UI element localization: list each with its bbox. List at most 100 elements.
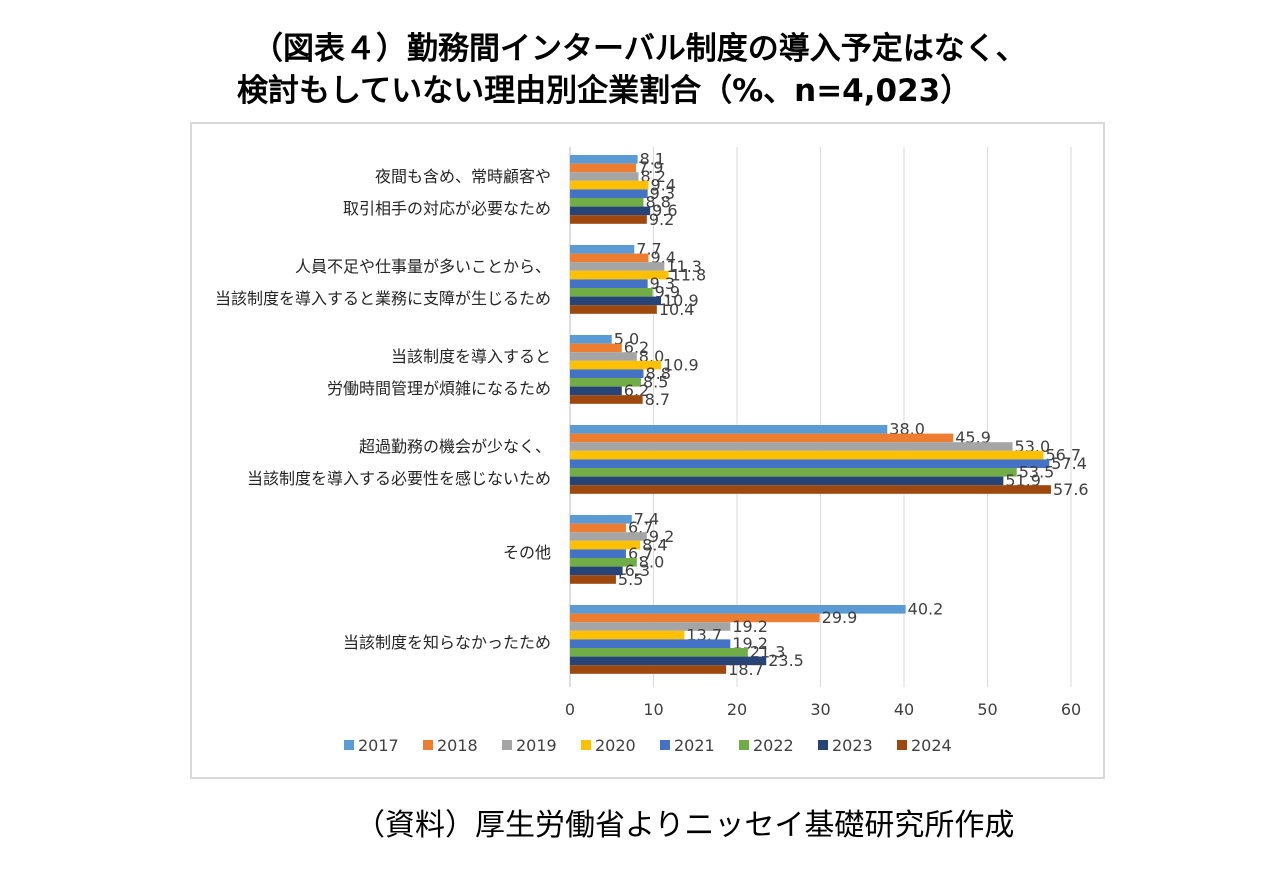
data-label: 9.4 bbox=[650, 175, 675, 194]
bar bbox=[570, 433, 954, 443]
bar bbox=[570, 532, 647, 541]
data-label: 53.5 bbox=[1019, 463, 1055, 482]
data-label: 18.7 bbox=[728, 660, 764, 679]
legend-swatch bbox=[660, 740, 670, 750]
x-tick-label: 20 bbox=[727, 700, 747, 719]
bar bbox=[570, 262, 665, 271]
x-tick-label: 50 bbox=[977, 700, 997, 719]
legend-label: 2018 bbox=[437, 736, 478, 755]
legend-label: 2021 bbox=[674, 736, 715, 755]
legend-label: 2022 bbox=[753, 736, 794, 755]
bar bbox=[570, 352, 637, 361]
bar bbox=[570, 253, 649, 263]
data-label: 8.5 bbox=[643, 373, 668, 392]
data-label: 9.2 bbox=[649, 527, 674, 546]
legend-label: 2017 bbox=[358, 736, 399, 755]
bar bbox=[570, 459, 1050, 468]
data-label: 7.9 bbox=[638, 158, 663, 177]
legend-swatch bbox=[897, 740, 907, 750]
category-label: その他 bbox=[503, 543, 551, 562]
bar bbox=[570, 549, 626, 558]
bar bbox=[570, 189, 648, 198]
data-label: 40.2 bbox=[908, 600, 944, 619]
x-tick-label: 0 bbox=[565, 700, 575, 719]
category-label: 当該制度を導入すると業務に支障が生じるため bbox=[215, 289, 551, 308]
bar bbox=[570, 180, 649, 190]
chart-frame bbox=[190, 122, 1105, 779]
data-label: 8.1 bbox=[640, 150, 665, 169]
bar bbox=[570, 288, 653, 297]
bar bbox=[570, 172, 639, 181]
legend-swatch bbox=[739, 740, 749, 750]
bar bbox=[570, 468, 1017, 477]
data-label: 8.8 bbox=[645, 193, 670, 212]
bar bbox=[570, 485, 1051, 494]
data-label: 10.4 bbox=[659, 300, 695, 319]
x-tick-label: 40 bbox=[894, 700, 914, 719]
legend-label: 2019 bbox=[516, 736, 557, 755]
data-label: 11.3 bbox=[666, 257, 702, 276]
data-label: 9.2 bbox=[649, 210, 674, 229]
data-label: 8.0 bbox=[639, 553, 664, 572]
bar bbox=[570, 296, 662, 306]
legend-label: 2020 bbox=[595, 736, 636, 755]
bar bbox=[570, 198, 644, 207]
data-label: 11.8 bbox=[671, 265, 707, 284]
bar bbox=[570, 613, 820, 623]
data-label: 57.4 bbox=[1051, 454, 1087, 473]
bar bbox=[570, 639, 731, 648]
x-tick-label: 30 bbox=[810, 700, 830, 719]
bar bbox=[570, 575, 616, 584]
bar bbox=[570, 523, 626, 533]
bar bbox=[570, 378, 641, 387]
bar bbox=[570, 656, 767, 666]
bar bbox=[570, 343, 622, 353]
bar bbox=[570, 279, 648, 288]
category-label: 取引相手の対応が必要なため bbox=[343, 199, 551, 218]
data-label: 10.9 bbox=[663, 291, 699, 310]
bar bbox=[570, 622, 731, 631]
bar bbox=[570, 450, 1044, 460]
x-tick-label: 10 bbox=[643, 700, 663, 719]
bar bbox=[570, 245, 635, 254]
bar bbox=[570, 335, 612, 344]
bar bbox=[570, 605, 906, 614]
bar bbox=[570, 558, 637, 567]
bar bbox=[570, 665, 727, 674]
legend-label: 2023 bbox=[832, 736, 873, 755]
legend-swatch bbox=[581, 740, 591, 750]
x-tick-label: 60 bbox=[1061, 700, 1081, 719]
bar bbox=[570, 395, 643, 404]
data-label: 57.6 bbox=[1053, 480, 1089, 499]
data-label: 9.3 bbox=[650, 184, 675, 203]
bar bbox=[570, 386, 622, 396]
category-label: 夜間も含め、常時顧客や bbox=[375, 167, 551, 186]
bar bbox=[570, 630, 685, 640]
legend-swatch bbox=[502, 740, 512, 750]
category-label: 当該制度を知らなかったため bbox=[343, 633, 551, 652]
legend-swatch bbox=[423, 740, 433, 750]
bar bbox=[570, 566, 623, 576]
bar bbox=[570, 476, 1004, 486]
category-label: 当該制度を導入すると bbox=[391, 347, 551, 366]
bar bbox=[570, 648, 748, 657]
bar bbox=[570, 163, 636, 173]
data-label: 29.9 bbox=[822, 608, 858, 627]
bar bbox=[570, 270, 669, 280]
legend-swatch bbox=[344, 740, 354, 750]
bar bbox=[570, 515, 632, 524]
data-label: 9.6 bbox=[652, 201, 677, 220]
bar bbox=[570, 540, 641, 550]
data-label: 8.7 bbox=[645, 390, 670, 409]
data-label: 8.8 bbox=[645, 364, 670, 383]
bar bbox=[570, 425, 888, 434]
category-label: 当該制度を導入する必要性を感じないため bbox=[247, 469, 551, 488]
bar bbox=[570, 360, 662, 370]
data-label: 5.5 bbox=[618, 570, 643, 589]
legend-swatch bbox=[818, 740, 828, 750]
bar bbox=[570, 305, 657, 314]
bar bbox=[570, 369, 644, 378]
bar bbox=[570, 155, 638, 164]
chart-title-line1: （図表４）勤務間インターバル制度の導入予定はなく、 bbox=[252, 31, 1027, 67]
